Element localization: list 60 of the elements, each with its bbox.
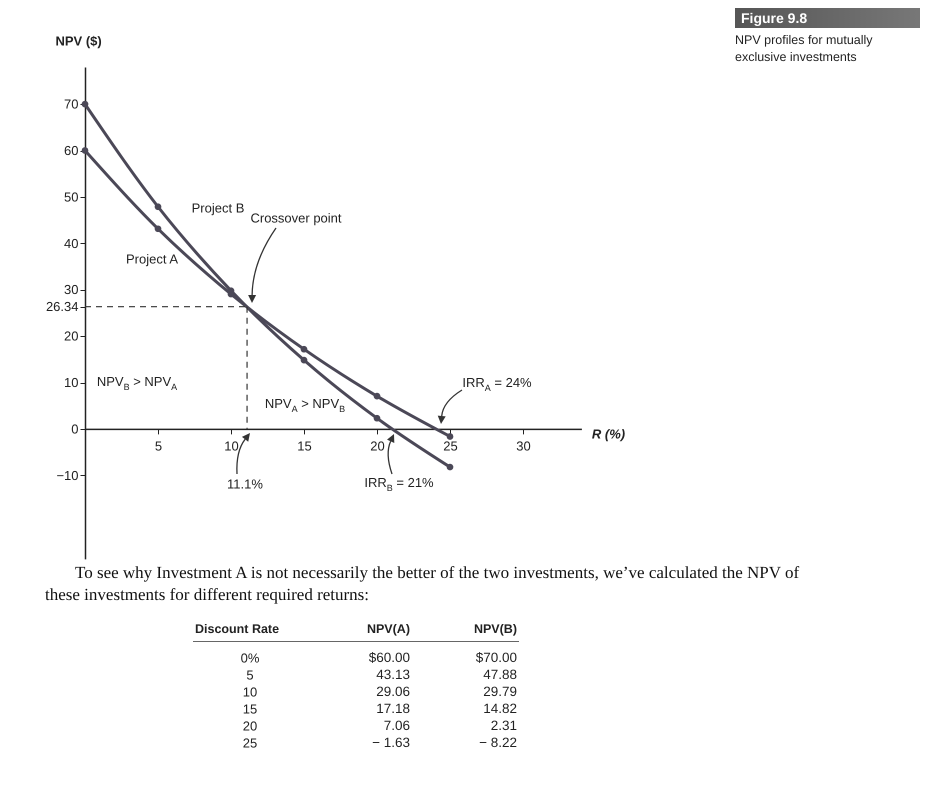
x-tick-label: 10 <box>224 438 239 454</box>
point <box>374 414 380 422</box>
y-tick-label: −10 <box>56 468 78 483</box>
text: NPV(A) <box>366 622 410 636</box>
x-axis-title: R (%) <box>592 426 626 442</box>
point <box>154 225 162 232</box>
text: $60.00 <box>368 650 410 665</box>
text: 17.18 <box>376 701 410 716</box>
point <box>300 356 308 364</box>
y-axis-title: NPV ($) <box>56 34 102 48</box>
annotation: Crossover point <box>250 210 342 226</box>
series-label: Project A <box>126 251 178 266</box>
x-tick-label: 15 <box>297 438 312 454</box>
text: 47.88 <box>483 667 517 682</box>
point <box>82 100 88 108</box>
text: $70.00 <box>476 650 517 665</box>
y-tick-label: 50 <box>64 189 78 204</box>
text: − 1.63 <box>372 735 410 750</box>
y-tick-label: 26.34 <box>46 299 78 314</box>
y-tick-label: 0 <box>71 421 78 436</box>
x-tick-label: 20 <box>370 438 385 454</box>
text: 20 <box>242 718 258 734</box>
text: To see why Investment A is not necessarily the better of the two investments, we’ve calculated the NPV of these investments for different required returns: <box>45 562 800 606</box>
text: 2.31 <box>490 718 517 733</box>
point <box>300 346 308 353</box>
text: 0% <box>240 650 260 666</box>
x-tick-label: 25 <box>443 438 458 454</box>
x-tick-label: 5 <box>154 438 162 454</box>
point <box>154 203 162 210</box>
text: − 8.22 <box>479 735 517 750</box>
annotation: 11.1% <box>227 476 263 492</box>
annotation: NPV$_{A}$ > NPV$_{B}$ <box>264 396 346 414</box>
text: 15 <box>242 702 258 716</box>
text: 43.13 <box>376 667 410 682</box>
annotation: NPV$_{B}$ > NPV$_{A}$ <box>96 374 178 392</box>
text: 29.79 <box>483 684 517 699</box>
text: NPV(B) <box>474 622 517 636</box>
series-label: Project B <box>192 200 244 216</box>
y-tick-label: 60 <box>64 143 78 158</box>
y-tick-label: 70 <box>64 96 78 112</box>
text: 25 <box>242 736 258 750</box>
y-tick-label: 20 <box>64 328 78 344</box>
point <box>374 392 380 400</box>
text: 5 <box>246 668 254 682</box>
x-tick-label: 30 <box>516 438 531 454</box>
point <box>446 464 454 470</box>
annotation: IRR$_{B}$ = 21% <box>364 475 434 493</box>
annotation: IRR$_{A}$ = 24% <box>462 375 532 393</box>
text: 29.06 <box>376 684 410 699</box>
text: NPV profiles for mutually exclusive investments <box>735 32 874 66</box>
point <box>446 433 454 440</box>
point <box>82 147 88 154</box>
y-tick-label: 10 <box>64 375 78 390</box>
text: 14.82 <box>483 701 517 716</box>
y-tick-label: 40 <box>64 236 78 251</box>
text: 10 <box>242 684 258 700</box>
y-tick-label: 30 <box>64 282 78 298</box>
text: 7.06 <box>384 718 410 733</box>
text: Discount Rate <box>195 622 280 636</box>
text: Figure 9.8 <box>735 8 920 28</box>
